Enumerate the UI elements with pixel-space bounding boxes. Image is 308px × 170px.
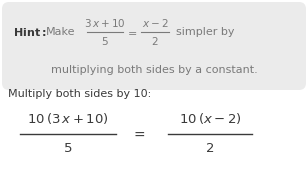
Text: $10\,(3\,x+10)$: $10\,(3\,x+10)$ [27, 112, 109, 126]
Text: Make: Make [46, 27, 75, 37]
Text: $2$: $2$ [205, 142, 215, 156]
Text: $\bf{Hint:}$: $\bf{Hint:}$ [13, 26, 47, 38]
Text: $5$: $5$ [63, 142, 73, 156]
Text: $=$: $=$ [131, 127, 145, 141]
Text: multiplying both sides by a constant.: multiplying both sides by a constant. [51, 65, 257, 75]
FancyBboxPatch shape [2, 2, 306, 90]
Text: Multiply both sides by 10:: Multiply both sides by 10: [8, 89, 151, 99]
Text: $5$: $5$ [101, 35, 109, 47]
Text: simpler by: simpler by [176, 27, 234, 37]
Text: $x-2$: $x-2$ [142, 17, 168, 29]
Text: $3\,x+10$: $3\,x+10$ [84, 17, 126, 29]
Text: $2$: $2$ [151, 35, 159, 47]
Text: $=$: $=$ [125, 27, 137, 37]
Text: $10\,(x-2)$: $10\,(x-2)$ [179, 112, 241, 126]
